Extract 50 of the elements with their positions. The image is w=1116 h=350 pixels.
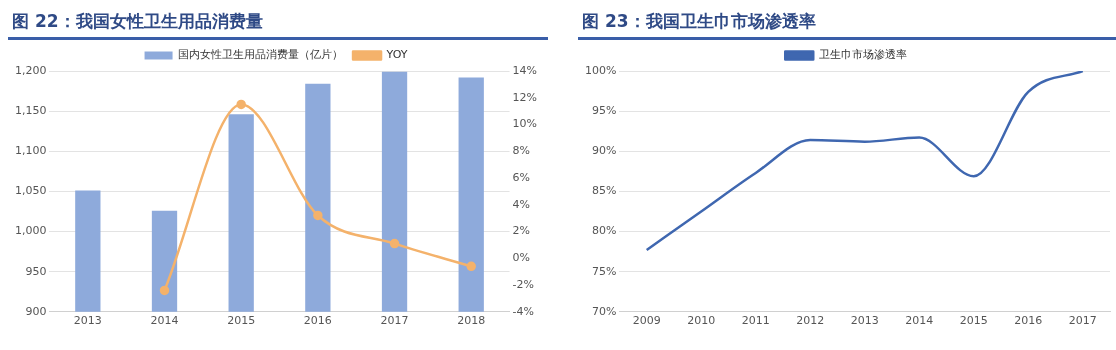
y-tick-label: 1,100 [14, 144, 47, 158]
y-tick-label: 70% [591, 304, 617, 318]
chart-title: 图 22：我国女性卫生用品消费量 [8, 8, 548, 40]
y-tick-label: 950 [25, 264, 47, 278]
x-tick-label: 2015 [959, 314, 988, 328]
y2-tick-label: 8% [512, 144, 530, 158]
y2-tick-label: 0% [512, 251, 530, 265]
line-series [645, 71, 1084, 252]
point [389, 238, 400, 249]
y2-tick-label: -2% [512, 277, 534, 291]
point [236, 99, 246, 110]
x-tick-label: 2013 [73, 314, 102, 328]
y-tick-label: 80% [591, 224, 617, 238]
y2-tick-label: 12% [512, 90, 537, 104]
x-tick-label: 2009 [632, 314, 661, 328]
y-tick-label: 75% [591, 264, 617, 278]
x-tick-label: 2018 [457, 314, 486, 328]
y-tick-label: 85% [591, 184, 617, 198]
point [466, 261, 476, 272]
x-tick-label: 2013 [850, 314, 879, 328]
y-tick-label: 95% [591, 103, 617, 117]
x-tick-label: 2017 [380, 314, 409, 328]
legend-label: YOY [385, 48, 408, 62]
x-tick-label: 2014 [150, 314, 179, 328]
chart-title: 图 23：我国卫生巾市场渗透率 [578, 8, 1116, 40]
y2-tick-label: 6% [512, 170, 530, 184]
x-tick-label: 2017 [1068, 314, 1097, 328]
y-tick-label: 1,050 [14, 184, 47, 198]
y2-tick-label: 4% [512, 197, 530, 211]
legend-label: 卫生巾市场渗透率 [818, 48, 907, 62]
y-tick-label: 1,000 [14, 224, 47, 238]
y-tick-label: 90% [591, 144, 617, 158]
y2-tick-label: -4% [512, 304, 534, 318]
x-tick-label: 2011 [741, 314, 770, 328]
point [313, 210, 323, 221]
y-tick-label: 1,200 [14, 63, 47, 77]
legend-label: 国内女性卫生用品消费量（亿片） [178, 48, 344, 62]
y-tick-label: 900 [25, 304, 47, 318]
x-tick-label: 2016 [1014, 314, 1043, 328]
y-tick-label: 1,150 [14, 103, 47, 117]
x-tick-label: 2015 [227, 314, 256, 328]
x-tick-label: 2014 [905, 314, 934, 328]
y2-tick-label: 14% [512, 63, 537, 77]
x-tick-label: 2012 [796, 314, 825, 328]
y2-tick-label: 2% [512, 224, 530, 238]
x-tick-label: 2016 [303, 314, 332, 328]
y2-tick-label: 10% [512, 117, 537, 131]
point [159, 285, 170, 296]
x-tick-label: 2010 [687, 314, 716, 328]
y-tick-label: 100% [584, 63, 617, 77]
